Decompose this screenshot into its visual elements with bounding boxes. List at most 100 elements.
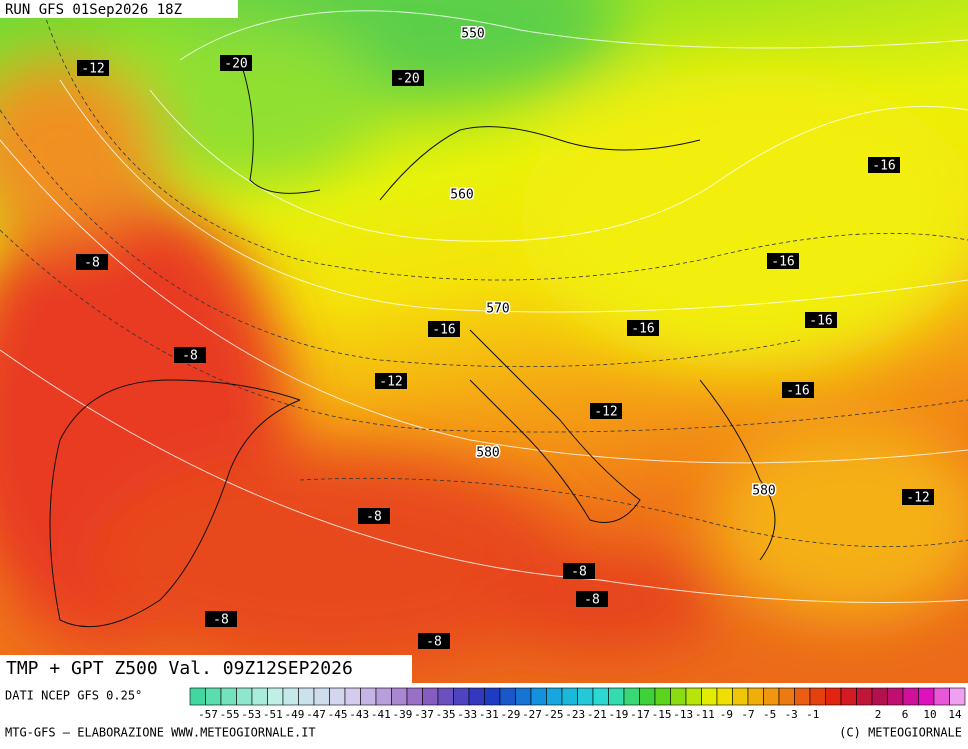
temperature-contours <box>0 0 968 548</box>
copyright-text: (C) METEOGIORNALE <box>839 726 962 740</box>
colorbar-swatch <box>205 687 222 706</box>
colorbar-swatch <box>282 687 299 706</box>
temperature-label-box <box>627 320 659 336</box>
colorbar-swatch <box>763 687 780 706</box>
colorbar-swatch <box>422 687 439 706</box>
temperature-label-box <box>428 321 460 337</box>
temperature-label-box <box>76 254 108 270</box>
colorbar-swatch <box>871 687 888 706</box>
temperature-label-box <box>205 611 237 627</box>
colorbar-swatch <box>732 687 749 706</box>
colorbar-swatch <box>251 687 268 706</box>
temperature-label-box <box>590 403 622 419</box>
colorbar-tick-label: -13 <box>673 708 693 721</box>
colorbar-tick-label: -53 <box>241 708 261 721</box>
source-text: DATI NCEP GFS 0.25° <box>5 689 142 703</box>
colorbar-tick-label: -49 <box>284 708 304 721</box>
colorbar-tick-label: -21 <box>587 708 607 721</box>
temperature-label-box <box>77 60 109 76</box>
colorbar-swatch <box>701 687 718 706</box>
colorbar-swatch <box>887 687 904 706</box>
colorbar-tick-label: -7 <box>741 708 754 721</box>
colorbar-tick-label: -57 <box>198 708 218 721</box>
colorbar-tick-label: -11 <box>695 708 715 721</box>
temperature-label: -8 <box>84 256 100 271</box>
colorbar-swatch <box>406 687 423 706</box>
colorbar-swatch <box>313 687 330 706</box>
colorbar-swatch <box>685 687 702 706</box>
colorbar-swatch <box>344 687 361 706</box>
colorbar-swatch <box>809 687 826 706</box>
credit-text: MTG-GFS – ELABORAZIONE WWW.METEOGIORNALE… <box>5 726 316 740</box>
colorbar-tick-label: -19 <box>608 708 628 721</box>
colorbar-swatch <box>716 687 733 706</box>
colorbar-tick-label: -25 <box>544 708 564 721</box>
colorbar-swatch <box>546 687 563 706</box>
colorbar-swatch <box>220 687 237 706</box>
colorbar-swatch <box>189 687 206 706</box>
colorbar-swatch <box>499 687 516 706</box>
colorbar-tick-label: -17 <box>630 708 650 721</box>
temperature-label-box <box>782 382 814 398</box>
colorbar-swatch <box>453 687 470 706</box>
run-label-box <box>0 0 238 18</box>
colorbar-tick-label: -23 <box>565 708 585 721</box>
colorbar-tick-label: -31 <box>479 708 499 721</box>
colorbar-swatch <box>902 687 919 706</box>
colorbar-swatch <box>778 687 795 706</box>
colorbar-swatch <box>375 687 392 706</box>
colorbar-swatch <box>236 687 253 706</box>
colorbar-tick-label: 14 <box>948 708 962 721</box>
colorbar-tick-label: -29 <box>500 708 520 721</box>
colorbar-swatch <box>840 687 857 706</box>
colorbar-tick-label: -15 <box>652 708 672 721</box>
temperature-label-box <box>375 373 407 389</box>
temperature-label-box <box>174 347 206 363</box>
colorbar-swatch <box>329 687 346 706</box>
temperature-label: -8 <box>213 613 229 628</box>
colorbar-swatch <box>561 687 578 706</box>
colorbar-swatch <box>825 687 842 706</box>
colorbar-tick-label: -35 <box>436 708 456 721</box>
height-label: 580 <box>476 446 499 461</box>
temperature-label: -8 <box>426 635 442 650</box>
colorbar-tick-label: -51 <box>263 708 283 721</box>
temperature-label: -12 <box>594 405 617 420</box>
temperature-label: -12 <box>81 62 104 77</box>
colorbar-swatch <box>856 687 873 706</box>
temperature-label: -12 <box>906 491 929 506</box>
colorbar-swatch <box>608 687 625 706</box>
title-box <box>0 655 412 683</box>
colorbar-swatch <box>592 687 609 706</box>
colorbar-swatch <box>515 687 532 706</box>
temperature-label-box <box>767 253 799 269</box>
colorbar: -57 -55 -53 -51 -49 -47 -45 -43 -41 -39 -37 -35 -33-… <box>189 687 966 721</box>
colorbar-tick-label: -1 <box>806 708 819 721</box>
map-title: TMP + GPT Z500 Val. 09Z12SEP2026 <box>6 658 353 679</box>
temperature-label: -16 <box>771 255 794 270</box>
temperature-label: -8 <box>584 593 600 608</box>
colorbar-swatch <box>933 687 950 706</box>
temperature-label: -20 <box>396 72 419 87</box>
colorbar-tick-label: -43 <box>349 708 369 721</box>
height-label: 570 <box>486 302 509 317</box>
contour-labels: -12 -20 -20 -16 -8 -16 -16 -16 -16 -8 -12 -16 -12 -12… <box>76 25 934 650</box>
colorbar-swatch <box>949 687 966 706</box>
coastlines <box>49 59 776 628</box>
colorbar-tick-label: -27 <box>522 708 542 721</box>
temperature-label: -8 <box>366 510 382 525</box>
colorbar-swatch <box>639 687 656 706</box>
colorbar-swatch <box>654 687 671 706</box>
colorbar-swatch <box>670 687 687 706</box>
height-label: 560 <box>450 188 473 203</box>
temperature-label-box <box>392 70 424 86</box>
colorbar-swatch <box>267 687 284 706</box>
temperature-label: -16 <box>809 314 832 329</box>
colorbar-tick-label: 2 <box>875 708 882 721</box>
colorbar-tick-label: -5 <box>763 708 776 721</box>
temperature-label-box <box>418 633 450 649</box>
colorbar-tick-label: -3 <box>785 708 798 721</box>
temperature-label: -16 <box>432 323 455 338</box>
